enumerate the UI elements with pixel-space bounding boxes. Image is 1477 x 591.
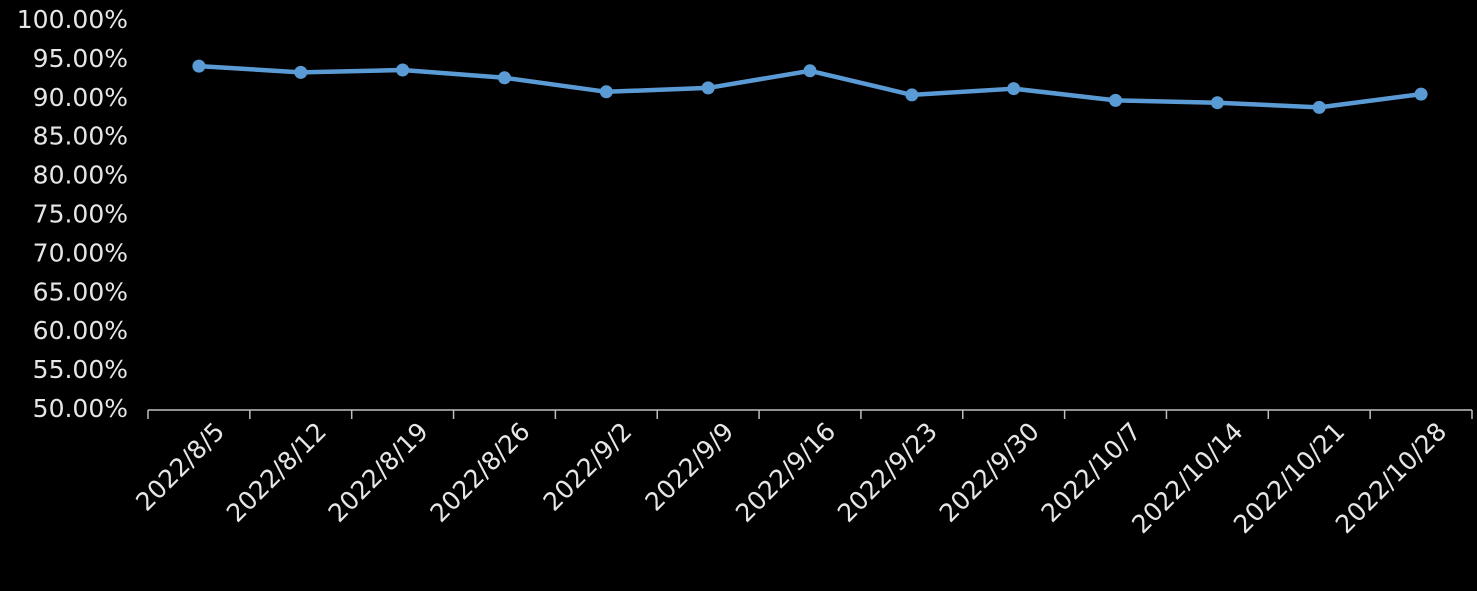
y-tick-label: 50.00% (33, 394, 128, 423)
x-tick-label: 2022/9/2 (538, 417, 638, 517)
point (599, 85, 613, 99)
y-tick-label: 100.00% (17, 5, 128, 34)
x-tick-label: 2022/9/16 (730, 417, 841, 528)
point (905, 88, 919, 102)
y-tick-label: 55.00% (33, 355, 128, 384)
point (497, 71, 511, 85)
y-tick-label: 75.00% (33, 200, 128, 229)
point (1312, 100, 1326, 114)
x-tick-label: 2022/8/26 (425, 417, 536, 528)
x-tick-label: 2022/8/5 (130, 417, 230, 517)
y-tick-label: 60.00% (33, 316, 128, 345)
x-tick-label: 2022/8/12 (221, 417, 332, 528)
y-tick-label: 95.00% (33, 44, 128, 73)
x-tick-label: 2022/9/9 (639, 417, 739, 517)
y-tick-label: 70.00% (33, 238, 128, 267)
point (1109, 93, 1123, 107)
point (1007, 82, 1021, 96)
y-tick-label: 65.00% (33, 277, 128, 306)
point (1414, 87, 1428, 101)
y-tick-label: 80.00% (33, 161, 128, 190)
y-tick-label: 85.00% (33, 122, 128, 151)
point (192, 59, 206, 73)
x-tick-label: 2022/10/7 (1036, 417, 1147, 528)
point (1210, 96, 1224, 110)
point (396, 63, 410, 77)
x-tick-label: 2022/8/19 (323, 417, 434, 528)
x-tick-label: 2022/9/30 (934, 417, 1045, 528)
point (294, 65, 308, 79)
y-tick-label: 90.00% (33, 83, 128, 112)
point (701, 81, 715, 95)
point (803, 64, 817, 78)
x-tick-label: 2022/9/23 (832, 417, 943, 528)
